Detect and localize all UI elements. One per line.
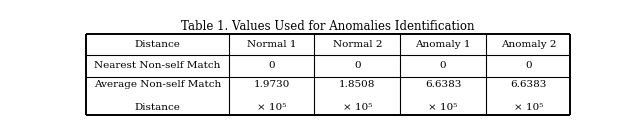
Text: Normal 2: Normal 2 [333,40,382,49]
Text: × 10⁵: × 10⁵ [428,103,458,112]
Text: Average Non-self Match: Average Non-self Match [93,80,221,89]
Text: 0: 0 [268,61,275,70]
Text: Normal 1: Normal 1 [247,40,296,49]
Text: Anomaly 2: Anomaly 2 [501,40,556,49]
Text: Anomaly 1: Anomaly 1 [415,40,471,49]
Text: 0: 0 [525,61,532,70]
Text: 0: 0 [440,61,446,70]
Text: Nearest Non-self Match: Nearest Non-self Match [94,61,221,70]
Text: Table 1. Values Used for Anomalies Identification: Table 1. Values Used for Anomalies Ident… [181,20,475,33]
Text: 6.6383: 6.6383 [425,80,461,89]
Text: 6.6383: 6.6383 [511,80,547,89]
Text: 1.9730: 1.9730 [253,80,290,89]
Text: 0: 0 [354,61,360,70]
Text: × 10⁵: × 10⁵ [514,103,543,112]
Text: × 10⁵: × 10⁵ [342,103,372,112]
Text: Distance: Distance [134,40,180,49]
Text: 1.8508: 1.8508 [339,80,376,89]
Text: Distance: Distance [134,103,180,112]
Text: × 10⁵: × 10⁵ [257,103,286,112]
